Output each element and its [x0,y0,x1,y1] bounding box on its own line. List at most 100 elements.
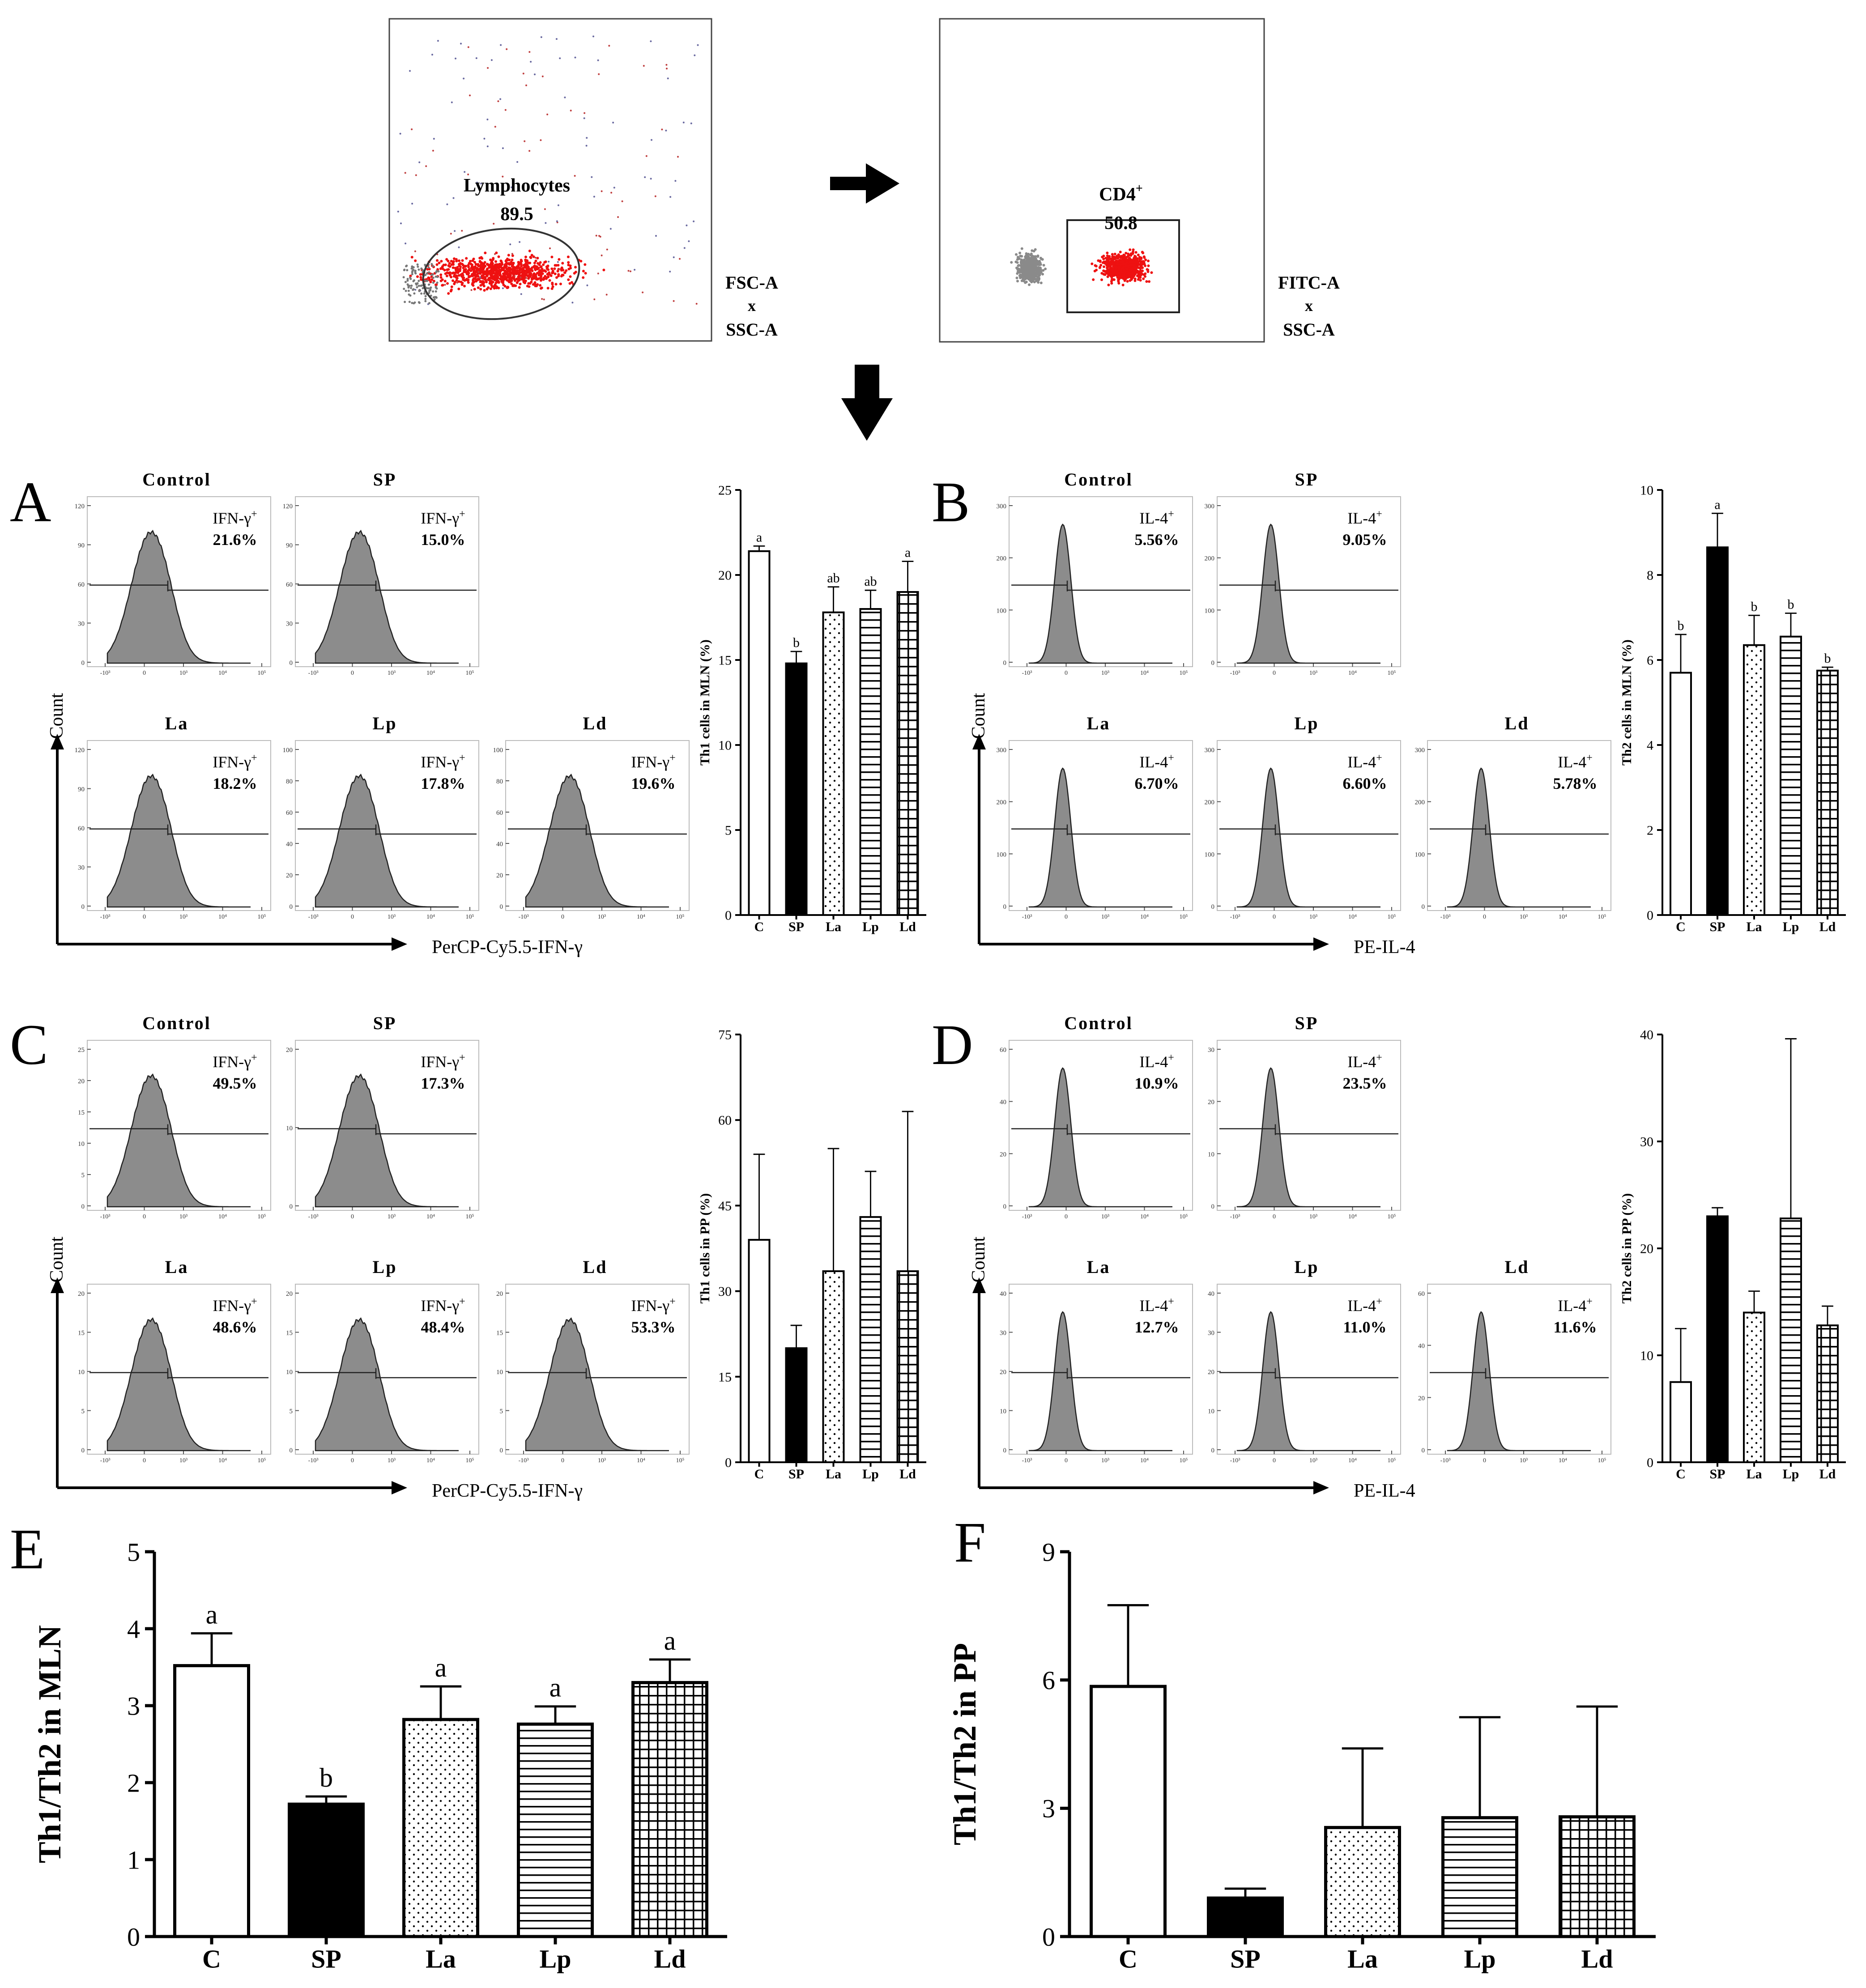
scatter-dot [608,45,610,47]
y-tick-label: 300 [997,503,1007,510]
scatter-dot [522,276,525,279]
positive-percentage: 12.7% [1135,1318,1179,1336]
x-tick-label: 10⁵ [1598,914,1606,920]
x-tick-label: -10³ [100,1213,111,1220]
scatter-dot [1108,255,1111,258]
axis-label-ssc-2: SSC-A [1283,319,1335,340]
scatter-dot [697,44,699,46]
scatter-dot [446,282,449,285]
y-tick-label: 0 [1003,1447,1007,1454]
y-tick-label: 0 [725,908,732,923]
scatter-dot [1125,267,1129,270]
scatter-dot [593,298,596,300]
scatter-dot [514,275,516,277]
y-tick-label: 6 [1042,1666,1055,1695]
scatter-dot [407,286,410,289]
scatter-dot [441,278,444,281]
bar-ld [1559,1815,1636,1938]
x-tick-label: 10⁵ [466,1213,474,1220]
scatter-dot [1037,279,1040,281]
scatter-dot [522,280,525,283]
y-tick-label: 1 [127,1845,140,1874]
y-tick-label: 20 [1000,1151,1006,1158]
scatter-dot [534,273,537,276]
scatter-dot [550,267,554,270]
significance-letter: b [1678,618,1684,633]
scatter-dot [427,287,430,289]
scatter-dot [455,258,458,261]
bar-c [748,1239,771,1463]
x-tick-label: 10⁴ [1348,914,1357,920]
y-tick-label: 0 [1003,903,1007,911]
x-tick-label: 10⁴ [426,914,435,920]
scatter-dot [420,292,423,295]
scatter-dot [405,264,408,267]
scatter-dot [1119,260,1122,264]
y-tick-label: 20 [1208,1369,1214,1376]
scatter-dot [1034,257,1037,260]
x-tick-label: 10⁵ [1180,670,1188,677]
cd4-gate [1066,219,1180,313]
scatter-dot [1030,256,1033,260]
scatter-dot [509,277,512,280]
scatter-dot [551,283,554,286]
panel-letter-e: E [10,1517,45,1581]
scatter-dot [454,230,456,232]
bar-ld [1816,1324,1839,1464]
scatter-dot [1028,258,1031,261]
scatter-dot [606,248,608,251]
scatter-dot [1020,247,1023,250]
scatter-dot [447,292,450,295]
scatter-dot [418,289,421,292]
scatter-dot [665,129,667,132]
y-tick-label: 20 [496,872,503,879]
scatter-dot [1104,256,1108,260]
scatter-dot [452,197,455,199]
group-title: Lp [373,1257,397,1277]
y-tick-label: 0 [81,903,85,911]
scatter-dot [1028,264,1031,267]
scatter-dot [512,262,515,264]
scatter-dot [1122,258,1125,261]
scatter-dot [411,128,413,130]
scatter-dot [1142,260,1145,263]
y-tick-label: 60 [286,809,293,817]
x-tick-label: 10³ [1101,1213,1109,1220]
scatter-dot [453,282,456,285]
scatter-dot [411,302,413,304]
scatter-dot [466,279,469,282]
x-tick-label: -10³ [1440,1457,1451,1464]
scatter-dot [438,261,441,264]
positive-percentage: 5.78% [1553,775,1598,792]
scatter-dot [502,272,505,275]
axis-label-fitc: FITC-A [1278,272,1340,293]
x-tick-label: 0 [561,1457,564,1464]
histogram-frame [1427,1284,1611,1455]
scatter-dot [462,264,465,267]
y-tick-label: 120 [75,747,85,754]
scatter-dot [441,284,444,287]
count-axis-label: Count [968,693,989,739]
scatter-dot [650,40,652,43]
category-label: C [1676,920,1686,934]
scatter-dot [561,273,564,277]
scatter-dot [494,284,497,287]
scatter-dot [533,277,536,280]
y-tick-label: 10 [1208,1151,1214,1158]
scatter-dot [491,285,494,288]
y-tick-label: 30 [78,864,85,872]
bar-sp [785,662,808,916]
scatter-dot [495,286,498,289]
y-tick-label: 20 [286,872,293,879]
scatter-dot [564,96,566,98]
scatter-dot [457,274,460,277]
scatter-dot [428,292,430,294]
scatter-dot [1133,269,1137,272]
scatter-dot [464,171,466,173]
scatter-dot [568,282,571,285]
positive-marker-label: IFN-γ+ [421,1296,465,1315]
category-label: SP [1709,1467,1725,1481]
category-label: Lp [862,1467,879,1481]
scatter-dot [1111,268,1114,271]
scatter-dot [1010,261,1013,264]
